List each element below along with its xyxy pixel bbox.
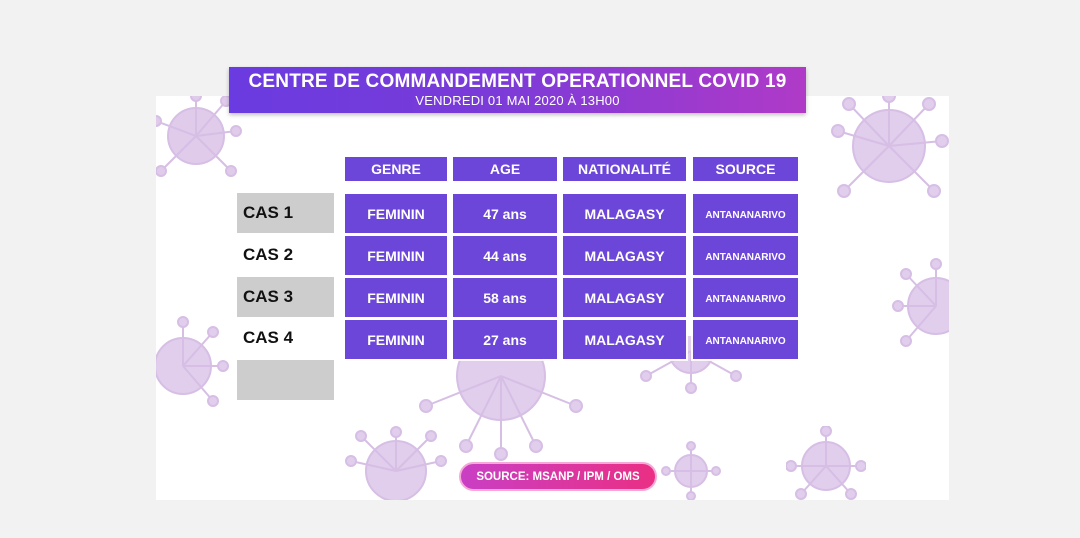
- page-title: CENTRE DE COMMANDEMENT OPERATIONNEL COVI…: [248, 71, 787, 92]
- cell-nationalite: MALAGASY: [563, 320, 686, 359]
- cell-source: ANTANANARIVO: [693, 194, 798, 233]
- row-label-cas-4: CAS 4: [243, 328, 294, 347]
- cell-genre: FEMININ: [345, 194, 447, 233]
- cell-genre: FEMININ: [345, 320, 447, 359]
- column-header-genre: GENRE: [345, 157, 447, 181]
- row-label-cas-2: CAS 2: [243, 245, 294, 264]
- virus-illustration-top-right: [831, 96, 949, 198]
- cell-age: 47 ans: [453, 194, 557, 233]
- virus-illustration-bottom-small: [661, 441, 721, 500]
- row-label-cas-1: CAS 1: [237, 193, 334, 233]
- virus-illustration-top-left: [156, 96, 242, 177]
- row-label-cas-3: CAS 3: [237, 277, 334, 317]
- virus-illustration-bottom-left: [345, 426, 447, 500]
- virus-illustration-right: [892, 258, 949, 347]
- cell-genre: FEMININ: [345, 236, 447, 275]
- header-banner: CENTRE DE COMMANDEMENT OPERATIONNEL COVI…: [229, 67, 806, 113]
- cell-age: 27 ans: [453, 320, 557, 359]
- cell-age: 44 ans: [453, 236, 557, 275]
- cell-source: ANTANANARIVO: [693, 278, 798, 317]
- column-header-age: AGE: [453, 157, 557, 181]
- cell-source: ANTANANARIVO: [693, 320, 798, 359]
- cell-nationalite: MALAGASY: [563, 278, 686, 317]
- cell-source: ANTANANARIVO: [693, 236, 798, 275]
- column-header-nationalite: NATIONALITÉ: [563, 157, 686, 181]
- cell-genre: FEMININ: [345, 278, 447, 317]
- page-subtitle: VENDREDI 01 MAI 2020 À 13H00: [415, 93, 620, 108]
- cell-nationalite: MALAGASY: [563, 236, 686, 275]
- cell-age: 58 ans: [453, 278, 557, 317]
- cell-nationalite: MALAGASY: [563, 194, 686, 233]
- source-badge: SOURCE: MSANP / IPM / OMS: [459, 462, 657, 491]
- virus-illustration-bottom-right: [786, 426, 866, 500]
- virus-illustration-left: [156, 316, 229, 407]
- row-label-empty: [237, 360, 334, 400]
- column-header-source: SOURCE: [693, 157, 798, 181]
